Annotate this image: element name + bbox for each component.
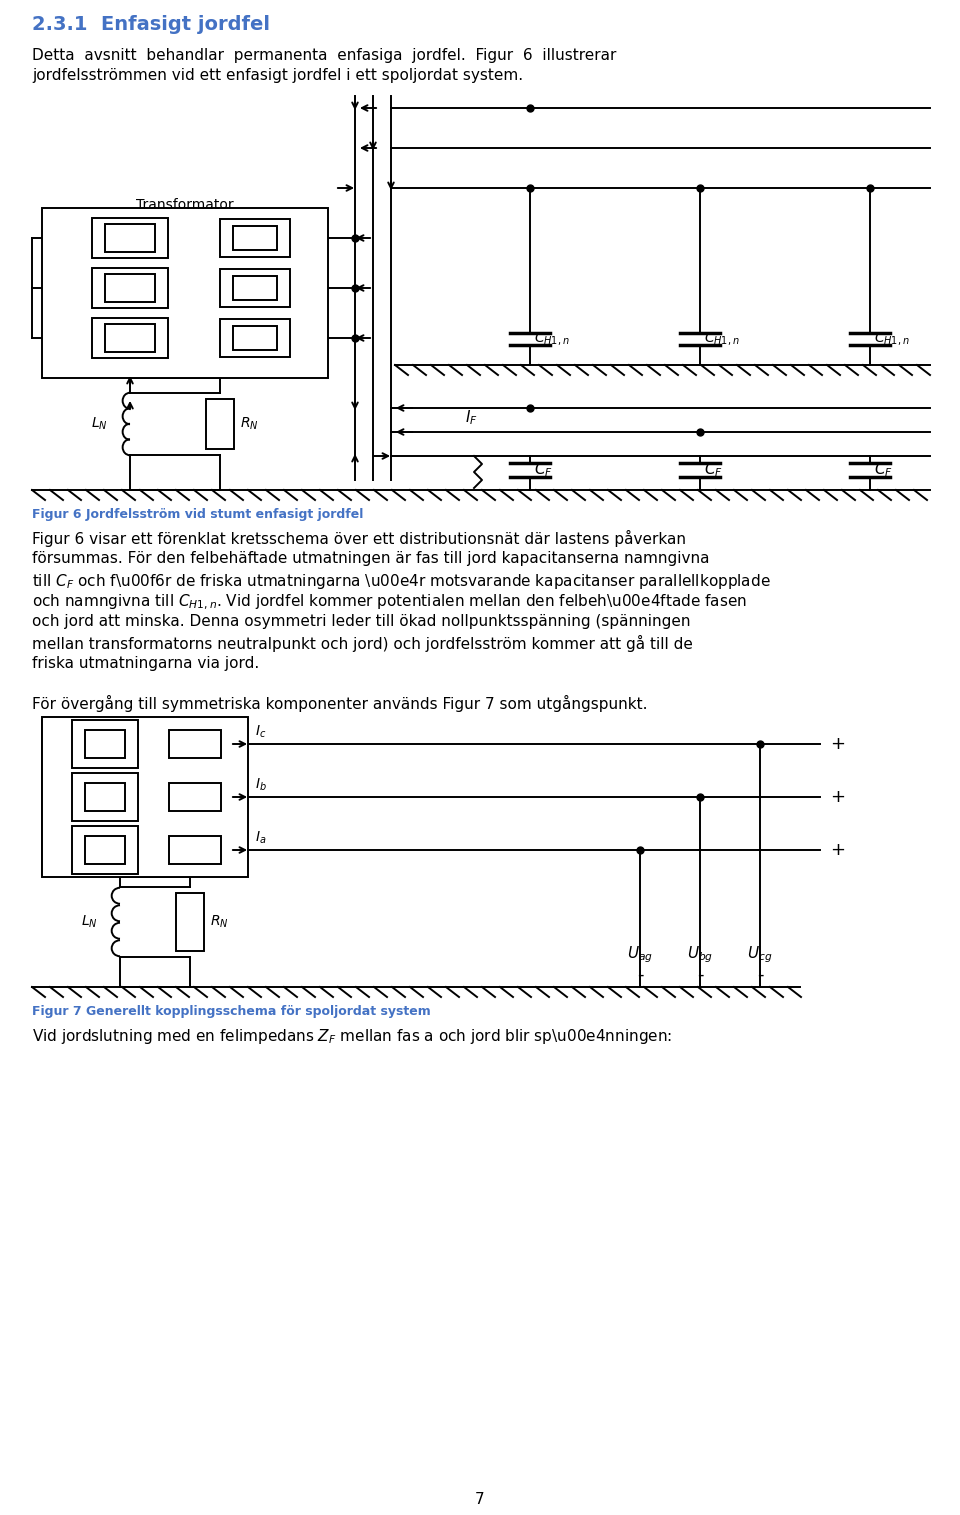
Text: $I_c$: $I_c$ bbox=[255, 724, 266, 739]
Bar bbox=[105, 324, 155, 351]
Bar bbox=[220, 320, 290, 358]
Text: friska utmatningarna via jord.: friska utmatningarna via jord. bbox=[32, 656, 259, 671]
Text: För övergång till symmetriska komponenter används Figur 7 som utgångspunkt.: För övergång till symmetriska komponente… bbox=[32, 695, 647, 712]
Bar bbox=[105, 224, 155, 251]
Text: och namngivna till $C_{H1,n}$. Vid jordfel kommer potentialen mellan den felbeh\: och namngivna till $C_{H1,n}$. Vid jordf… bbox=[32, 592, 747, 612]
Text: $U_{cg}$: $U_{cg}$ bbox=[747, 945, 773, 965]
Bar bbox=[169, 730, 221, 758]
Bar bbox=[42, 208, 328, 379]
Bar bbox=[220, 270, 290, 308]
Text: Detta  avsnitt  behandlar  permanenta  enfasiga  jordfel.  Figur  6  illustrerar: Detta avsnitt behandlar permanenta enfas… bbox=[32, 48, 616, 64]
Text: jordfelsströmmen vid ett enfasigt jordfel i ett spoljordat system.: jordfelsströmmen vid ett enfasigt jordfe… bbox=[32, 68, 523, 83]
Text: -: - bbox=[636, 967, 643, 985]
Text: $U_{ag}$: $U_{ag}$ bbox=[627, 945, 653, 965]
Bar bbox=[92, 268, 168, 308]
Text: och jord att minska. Denna osymmetri leder till ökad nollpunktsspänning (spännin: och jord att minska. Denna osymmetri led… bbox=[32, 614, 690, 629]
Bar bbox=[92, 218, 168, 258]
Text: $C_{H1,n}$: $C_{H1,n}$ bbox=[534, 330, 569, 347]
Text: $R_N$: $R_N$ bbox=[210, 914, 228, 930]
Text: 2.3.1  Enfasigt jordfel: 2.3.1 Enfasigt jordfel bbox=[32, 15, 270, 33]
Bar bbox=[85, 836, 125, 864]
Text: $I_a$: $I_a$ bbox=[255, 830, 267, 845]
Bar bbox=[206, 398, 234, 448]
Text: 7: 7 bbox=[475, 1492, 485, 1507]
Text: $I_F$: $I_F$ bbox=[465, 409, 478, 427]
Text: $L_N$: $L_N$ bbox=[91, 415, 108, 432]
Text: Figur 6 visar ett förenklat kretsschema över ett distributionsnät där lastens på: Figur 6 visar ett förenklat kretsschema … bbox=[32, 530, 686, 547]
Bar bbox=[92, 318, 168, 358]
Text: -: - bbox=[756, 967, 763, 985]
Text: mellan transformatorns neutralpunkt och jord) och jordfelsström kommer att gå ti: mellan transformatorns neutralpunkt och … bbox=[32, 635, 693, 651]
Text: Figur 7 Generellt kopplingsschema för spoljordat system: Figur 7 Generellt kopplingsschema för sp… bbox=[32, 1004, 431, 1018]
Text: Transformator: Transformator bbox=[136, 198, 234, 212]
Bar bbox=[72, 826, 138, 874]
Text: Figur 6 Jordfelsström vid stumt enfasigt jordfel: Figur 6 Jordfelsström vid stumt enfasigt… bbox=[32, 508, 364, 521]
Bar bbox=[105, 274, 155, 301]
Bar bbox=[233, 226, 277, 250]
Bar bbox=[220, 220, 290, 258]
Bar bbox=[233, 326, 277, 350]
Text: +: + bbox=[830, 735, 845, 753]
Text: $C_{H1,n}$: $C_{H1,n}$ bbox=[874, 330, 910, 347]
Text: $U_{bg}$: $U_{bg}$ bbox=[686, 945, 713, 965]
Text: +: + bbox=[830, 841, 845, 859]
Text: $L_N$: $L_N$ bbox=[82, 914, 98, 930]
Text: +: + bbox=[830, 788, 845, 806]
Bar bbox=[169, 836, 221, 864]
Bar bbox=[233, 276, 277, 300]
Bar bbox=[85, 730, 125, 758]
Bar bbox=[42, 717, 248, 877]
Text: $C_F$: $C_F$ bbox=[534, 461, 553, 479]
Text: -: - bbox=[697, 967, 704, 985]
Text: $C_{H1,n}$: $C_{H1,n}$ bbox=[704, 330, 739, 347]
Text: försummas. För den felbehäftade utmatningen är fas till jord kapacitanserna namn: försummas. För den felbehäftade utmatnin… bbox=[32, 551, 709, 567]
Text: $C_F$: $C_F$ bbox=[874, 461, 893, 479]
Text: $I_b$: $I_b$ bbox=[255, 777, 267, 792]
Bar bbox=[85, 783, 125, 811]
Text: till $C_F$ och f\u00f6r de friska utmatningarna \u00e4r motsvarande kapacitanser: till $C_F$ och f\u00f6r de friska utmatn… bbox=[32, 573, 771, 591]
Bar bbox=[176, 892, 204, 951]
Text: $R_N$: $R_N$ bbox=[240, 415, 258, 432]
Bar bbox=[72, 773, 138, 821]
Text: $C_F$: $C_F$ bbox=[704, 461, 723, 479]
Text: Vid jordslutning med en felimpedans $Z_F$ mellan fas a och jord blir sp\u00e4nni: Vid jordslutning med en felimpedans $Z_F… bbox=[32, 1027, 672, 1045]
Bar bbox=[169, 783, 221, 811]
Bar bbox=[72, 720, 138, 768]
